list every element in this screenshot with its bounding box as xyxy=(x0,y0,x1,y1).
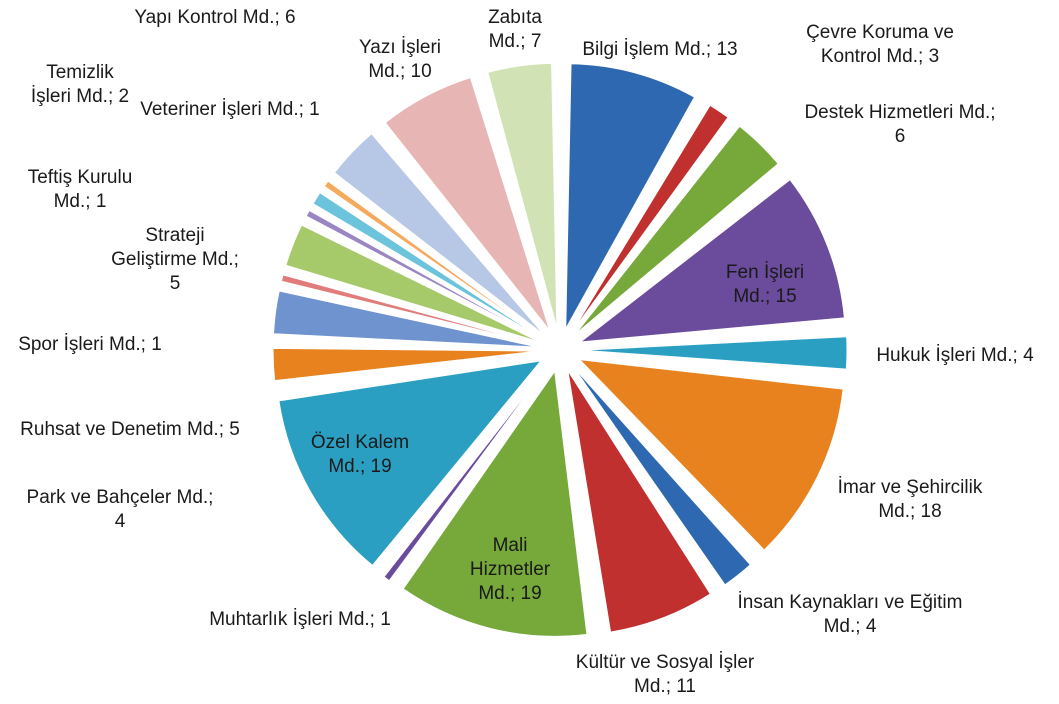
data-label: Veteriner İşleri Md.; 1 xyxy=(140,99,320,120)
data-label: Ruhsat ve Denetim Md.; 5 xyxy=(20,419,240,440)
data-label: Çevre Koruma ve Kontrol Md.; 3 xyxy=(806,22,954,67)
pie-slice xyxy=(278,360,543,567)
pie-slice xyxy=(565,63,696,330)
pie-slice xyxy=(312,192,542,339)
data-label: Temizlik İşleri Md.; 2 xyxy=(30,62,130,107)
data-label: Özel Kalem Md.; 19 xyxy=(310,432,410,477)
data-label: Yapı Kontrol Md.; 6 xyxy=(134,7,296,28)
data-label: Hukuk İşleri Md.; 4 xyxy=(876,345,1034,366)
data-label: Destek Hizmetleri Md.; 6 xyxy=(804,102,996,147)
pie-slice xyxy=(567,370,712,633)
pie-slice xyxy=(305,209,541,340)
pie-slice xyxy=(581,336,848,370)
pie-slice xyxy=(384,77,551,331)
data-label: Muhtarlık İşleri Md.; 1 xyxy=(209,609,391,630)
data-label: Kültür ve Sosyal İşler Md.; 11 xyxy=(575,652,755,697)
data-label: Fen İşleri Md.; 15 xyxy=(725,262,805,307)
pie-slice xyxy=(273,290,539,348)
data-label: İnsan Kaynakları ve Eğitim Md.; 4 xyxy=(737,592,963,637)
pie-slice xyxy=(280,274,539,345)
data-label: Strateji Geliştirme Md.; 5 xyxy=(111,225,239,294)
pie-slice xyxy=(333,133,545,336)
pie-slice xyxy=(574,125,779,335)
pie-slice xyxy=(383,367,548,582)
data-label: Bilgi İşlem Md.; 13 xyxy=(582,39,738,60)
data-label: İmar ve Şehircilik Md.; 18 xyxy=(837,477,983,522)
pie-slice xyxy=(573,366,752,586)
data-label: Zabıta Md.; 7 xyxy=(488,7,542,52)
pie-slice xyxy=(571,104,729,332)
pie-slice xyxy=(272,347,539,382)
pie-slice xyxy=(487,62,558,329)
pie-slice xyxy=(402,369,588,637)
pie-slice xyxy=(578,178,845,343)
data-label: Park ve Bahçeler Md.; 4 xyxy=(26,487,214,532)
data-label: Teftiş Kurulu Md.; 1 xyxy=(27,167,133,212)
pie-slice xyxy=(285,224,540,343)
data-label: Yazı İşleri Md.; 10 xyxy=(358,37,441,82)
data-label: Mali Hizmetler Md.; 19 xyxy=(469,535,551,604)
data-label: Spor İşleri Md.; 1 xyxy=(18,334,162,355)
pie-slice xyxy=(323,180,543,338)
pie-slice xyxy=(578,359,844,551)
